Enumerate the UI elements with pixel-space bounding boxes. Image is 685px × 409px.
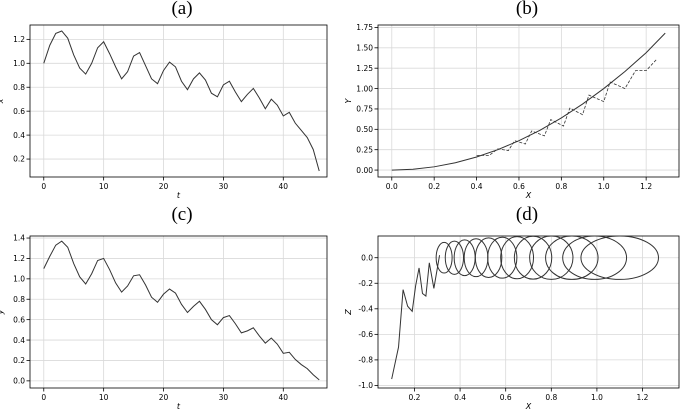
y-axis-label: x [0, 98, 5, 104]
y-tick-label: 0.2 [13, 356, 25, 365]
x-tick-label: 10 [99, 393, 109, 402]
y-tick-label: 0.0 [13, 377, 25, 386]
x-axis-label: t [177, 402, 181, 409]
x-tick-label: 1.2 [637, 393, 649, 402]
x-tick-label: 20 [159, 182, 169, 191]
x-tick-label: 0 [41, 393, 46, 402]
y-tick-label: 0.50 [356, 125, 373, 134]
panel-label-c: (c) [171, 204, 193, 225]
trajectory-loop-0 [435, 241, 453, 274]
y-tick-label: 0.75 [356, 105, 373, 114]
y-tick-label: -0.4 [358, 305, 373, 314]
x-axis-label: X [525, 191, 532, 200]
x-tick-label: 1.2 [640, 182, 652, 191]
x-tick-label: 0 [41, 182, 46, 191]
plot-1: 0.0 0.2 0.4 0.6 0.8 1.0 1.2 0.00 0.25 0.50 0.75 1.0… [344, 23, 680, 200]
x-tick-label: 0.8 [545, 393, 557, 402]
y-tick-label: 0.2 [13, 155, 25, 164]
trajectory-loop-11 [580, 236, 659, 280]
y-axis-label: Y [344, 97, 353, 103]
y-tick-label: -0.8 [358, 356, 373, 365]
y-tick-label: -0.2 [358, 279, 373, 288]
y-tick-label: 1.50 [356, 44, 373, 53]
y-tick-label: 1.0 [13, 59, 25, 68]
y-tick-label: 0.6 [13, 107, 25, 116]
y-tick-label: 0.25 [356, 145, 373, 154]
trajectory-loop-7 [513, 236, 553, 280]
trajectory-loop-8 [529, 236, 574, 280]
plot-frame-1 [377, 24, 680, 178]
x-tick-label: 1.0 [598, 182, 610, 191]
y-tick-label: 0.8 [13, 83, 25, 92]
y-tick-label: -0.6 [358, 330, 373, 339]
x-axis-label: t [177, 191, 181, 200]
series-line-3-0 [391, 255, 441, 380]
y-tick-label: 0.0 [361, 253, 373, 262]
x-axis-label: X [525, 402, 532, 409]
plot-frame-2 [29, 235, 328, 389]
x-tick-label: 40 [279, 393, 289, 402]
y-tick-label: 0.6 [13, 315, 25, 324]
y-tick-label: 1.2 [13, 254, 25, 263]
y-tick-label: -1.0 [358, 381, 373, 390]
x-tick-label: 0.4 [454, 393, 466, 402]
y-tick-label: 1.0 [13, 275, 25, 284]
plot-frame-0 [29, 24, 328, 178]
series-line-2-0 [43, 240, 320, 381]
x-tick-label: 30 [219, 182, 229, 191]
x-tick-label: 0.2 [409, 393, 421, 402]
x-tick-label: 0.2 [428, 182, 440, 191]
y-axis-label: y [0, 309, 5, 315]
panel-label-d: (d) [515, 204, 539, 225]
x-tick-label: 0.4 [471, 182, 483, 191]
y-tick-label: 1.25 [356, 64, 373, 73]
x-tick-label: 30 [219, 393, 229, 402]
series-line-1-1 [476, 58, 658, 156]
plot-0: 0 10 20 30 40 0.2 0.4 0.6 0.8 1.0 1.2 t x [0, 24, 328, 200]
x-tick-label: 0.6 [500, 393, 512, 402]
panel-label-b: (b) [515, 0, 539, 19]
y-tick-label: 1.2 [13, 35, 25, 44]
trajectory-loop-6 [500, 236, 535, 280]
x-tick-label: 1.0 [591, 393, 603, 402]
y-tick-label: 1.00 [356, 84, 373, 93]
trajectory-loop-5 [487, 236, 518, 279]
trajectory-loop-1 [444, 240, 465, 275]
y-tick-label: 0.00 [356, 166, 373, 175]
x-tick-label: 0.8 [555, 182, 567, 191]
y-axis-label: Z [344, 309, 353, 316]
y-tick-label: 0.4 [13, 131, 25, 140]
x-tick-label: 10 [99, 182, 109, 191]
plot-frame-3 [377, 235, 680, 389]
trajectory-loop-10 [562, 236, 628, 280]
plot-3: 0.2 0.4 0.6 0.8 1.0 1.2 -1.0 -0.8 -0.6 -0.4 -0.2 0.… [344, 235, 680, 409]
y-tick-label: 1.75 [356, 23, 373, 32]
panel-label-a: (a) [171, 0, 193, 19]
series-line-0-0 [43, 30, 320, 172]
plot-2: 0 10 20 30 40 0.0 0.2 0.4 0.6 0.8 1.0 1.2 1.4 t y [0, 234, 328, 409]
trajectory-loop-9 [545, 236, 599, 280]
x-tick-label: 0.0 [386, 182, 398, 191]
x-tick-label: 0.6 [513, 182, 525, 191]
trajectory-loop-4 [474, 237, 503, 279]
x-tick-label: 20 [159, 393, 169, 402]
x-tick-label: 40 [279, 182, 289, 191]
y-tick-label: 1.4 [13, 234, 25, 243]
y-tick-label: 0.4 [13, 336, 25, 345]
y-tick-label: 0.8 [13, 295, 25, 304]
